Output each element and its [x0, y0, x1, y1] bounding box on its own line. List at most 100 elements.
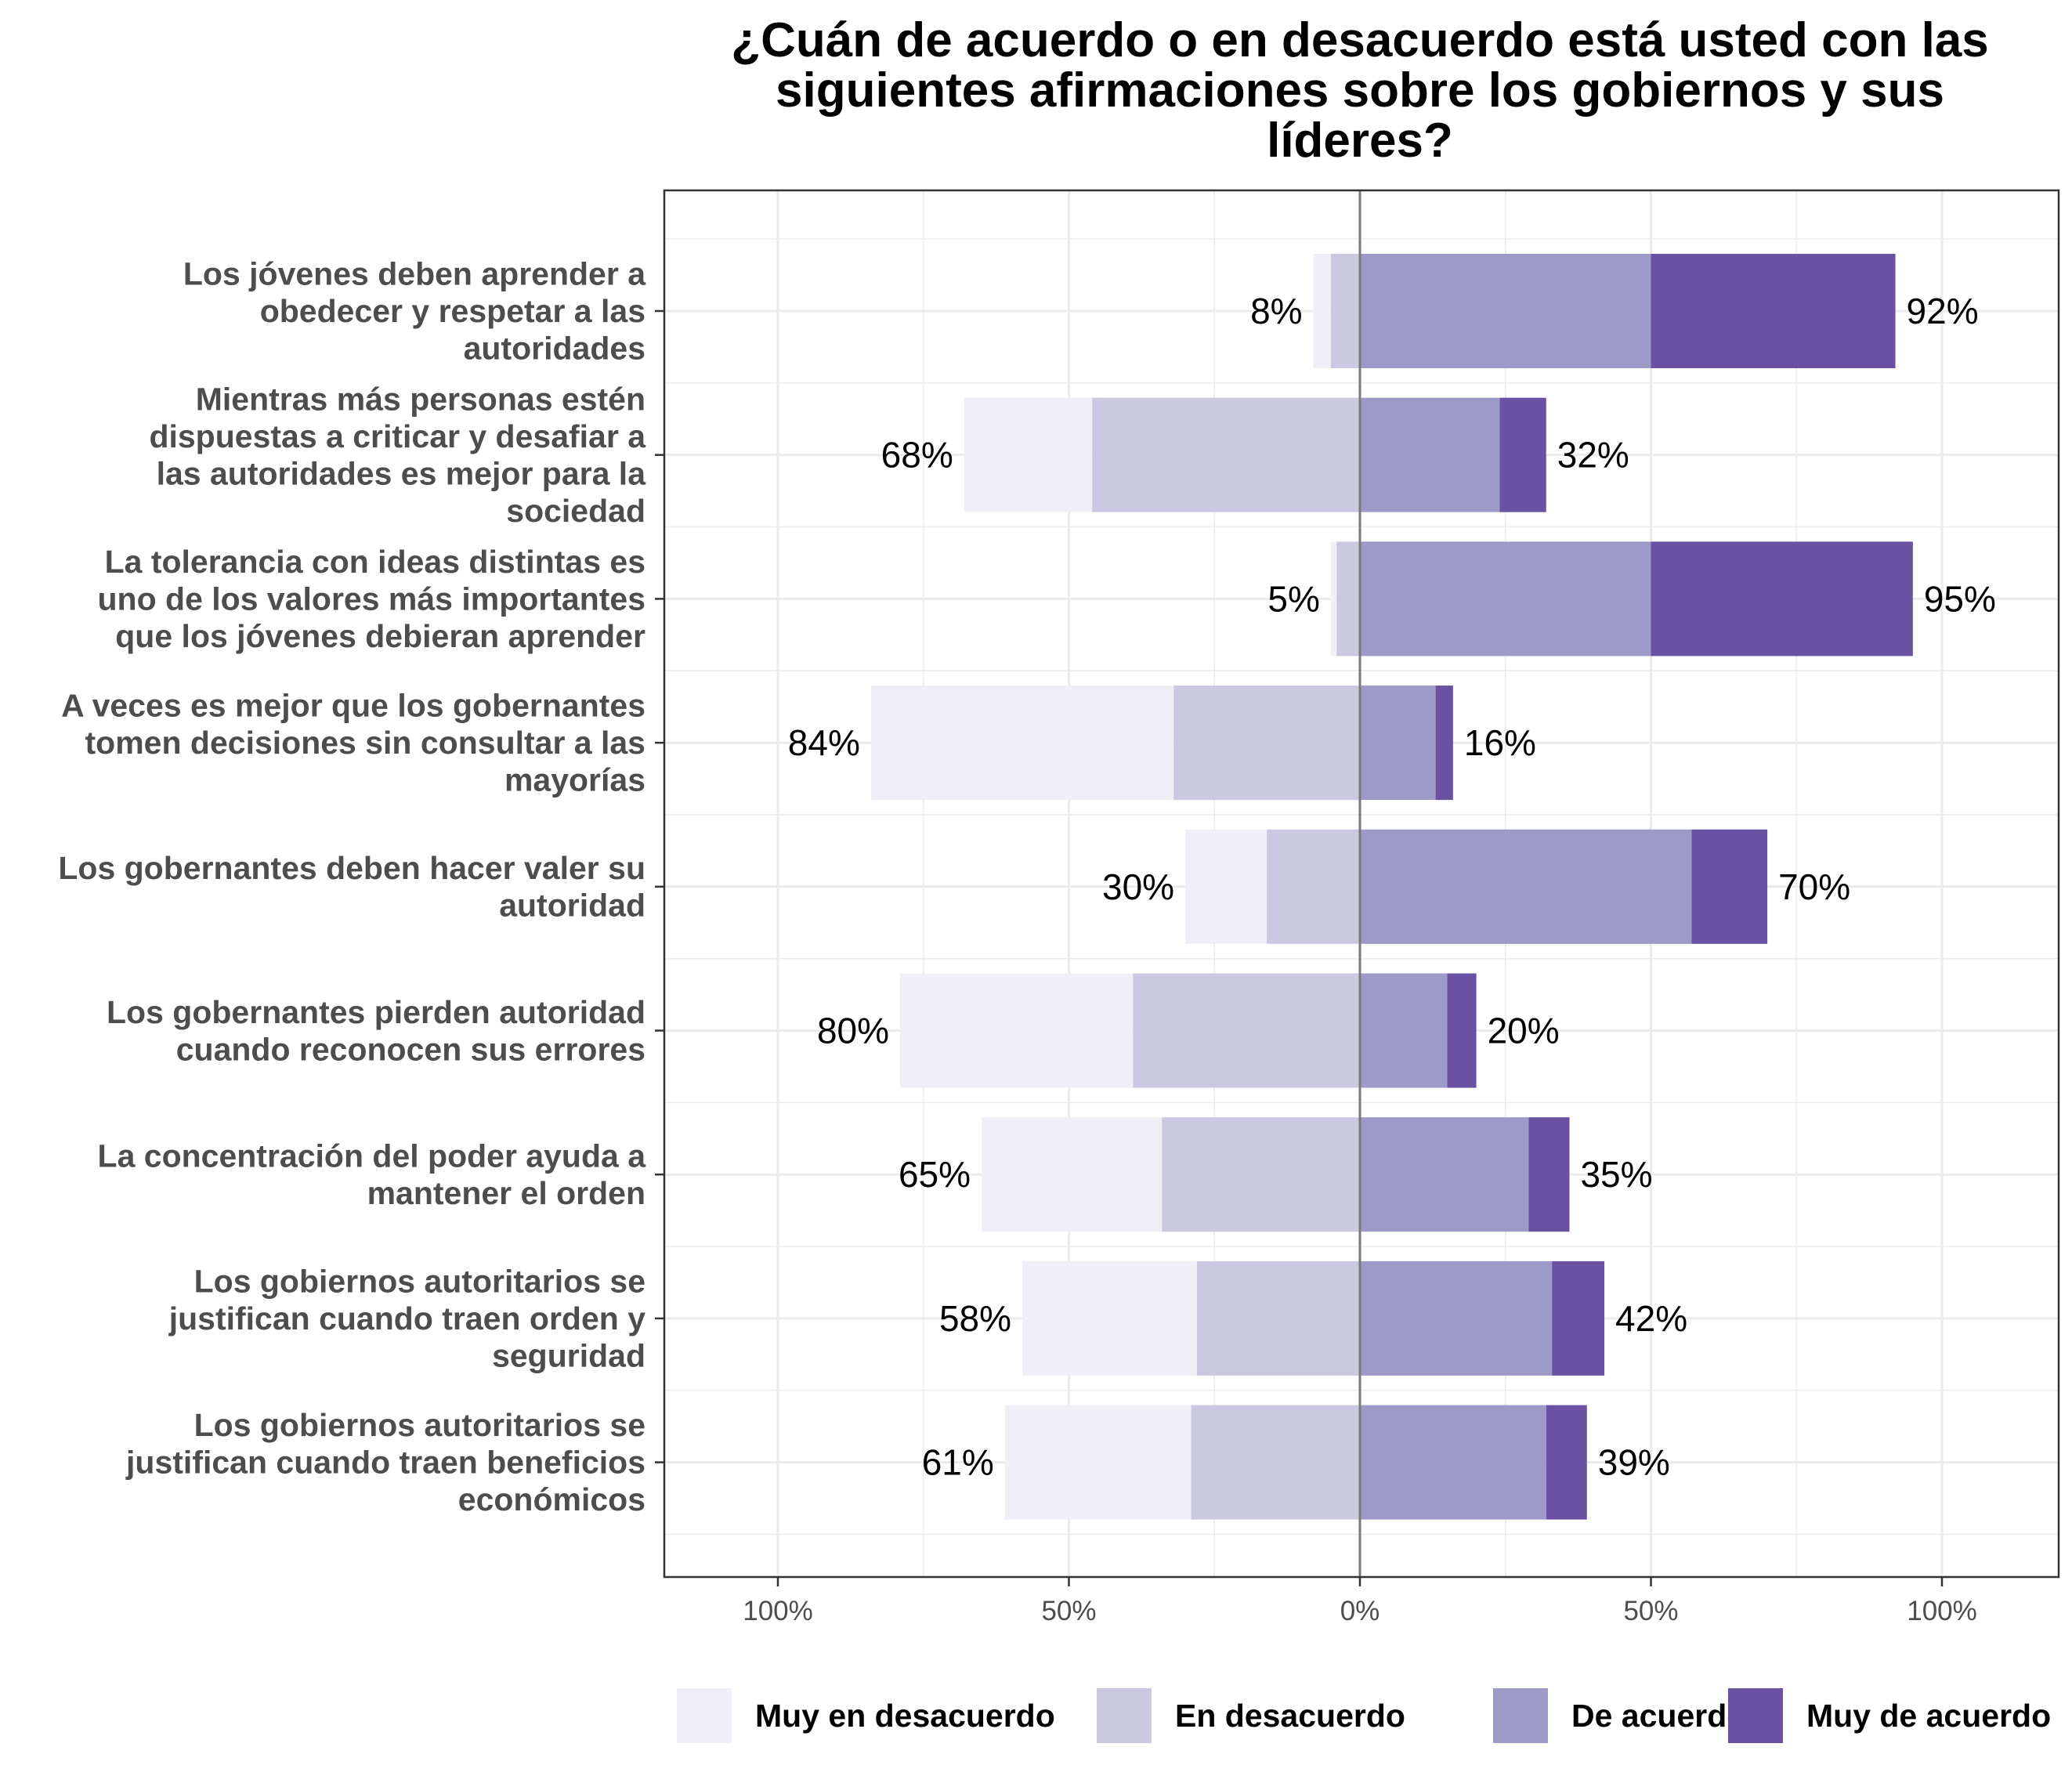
positive-total-label: 95% [1924, 578, 1996, 619]
category-label-line: sociedad [506, 493, 645, 529]
negative-total-label: 30% [1102, 866, 1174, 907]
category-label-line: justifican cuando traen orden y [168, 1300, 645, 1337]
bar-muy-en-desacuerdo [1185, 829, 1267, 944]
bar-muy-de-acuerdo [1651, 254, 1896, 368]
bar-en-desacuerdo [1196, 1261, 1360, 1376]
bar-muy-de-acuerdo [1499, 397, 1546, 512]
category-label-line: cuando reconocen sus errores [176, 1031, 645, 1067]
x-axis-ticks: 100% 50% 0% 50% 100% [743, 1577, 1977, 1626]
legend-swatch [677, 1688, 732, 1743]
category-label-line: Los gobernantes deben hacer valer su [58, 850, 645, 886]
positive-total-label: 35% [1580, 1154, 1652, 1195]
plot-border [663, 189, 2060, 1579]
negative-total-label: 61% [922, 1442, 994, 1483]
bar-muy-en-desacuerdo [1330, 541, 1337, 657]
category-label-line: uno de los valores más importantes [98, 581, 645, 617]
bar-muy-en-desacuerdo [900, 973, 1134, 1088]
bar-de-acuerdo [1360, 1261, 1553, 1376]
positive-total-label: 42% [1615, 1298, 1687, 1339]
x-tick-label: 50% [1041, 1596, 1096, 1626]
bar-de-acuerdo [1360, 254, 1651, 368]
bar-de-acuerdo [1360, 1117, 1529, 1232]
category-label-line: obedecer y respetar a las [260, 293, 645, 329]
bar-en-desacuerdo [1162, 1117, 1360, 1232]
negative-total-label: 5% [1267, 578, 1319, 619]
positive-total-label: 16% [1464, 722, 1536, 763]
x-tick-label: 100% [743, 1596, 813, 1626]
data-labels: 8% 92% 68% 32% 5% 95% 84% 16% 30% 70% 80% 20% 65% 35%… [788, 291, 1996, 1483]
category-label-line: Los jóvenes deben aprender a [183, 256, 646, 292]
category-label-line: mayorías [504, 762, 645, 798]
positive-total-label: 39% [1598, 1442, 1670, 1483]
positive-total-label: 70% [1778, 866, 1850, 907]
title-line: ¿Cuán de acuerdo o en desacuerdo está us… [731, 13, 1989, 67]
negative-total-label: 58% [939, 1298, 1011, 1339]
category-label-line: Los gobiernos autoritarios se [194, 1263, 645, 1299]
legend-label: De acuerdo [1571, 1698, 1746, 1734]
bar-en-desacuerdo [1092, 397, 1360, 512]
chart-title: ¿Cuán de acuerdo o en desacuerdo está us… [731, 13, 1989, 168]
negative-total-label: 8% [1250, 291, 1302, 331]
title-line: líderes? [1267, 114, 1453, 168]
category-label-line: Los gobernantes pierden autoridad [107, 994, 645, 1030]
x-tick-label: 100% [1907, 1596, 1977, 1626]
negative-total-label: 65% [899, 1154, 971, 1195]
bar-muy-de-acuerdo [1435, 685, 1453, 801]
bar-muy-en-desacuerdo [1022, 1261, 1197, 1376]
bar-de-acuerdo [1360, 1405, 1546, 1520]
category-label-line: La tolerancia con ideas distintas es [105, 544, 645, 580]
category-label-line: justifican cuando traen beneficios [125, 1445, 645, 1481]
bar-muy-en-desacuerdo [1004, 1405, 1191, 1520]
bar-muy-de-acuerdo [1528, 1117, 1570, 1232]
bar-muy-en-desacuerdo [870, 685, 1174, 801]
category-label-line: Los gobiernos autoritarios se [194, 1407, 645, 1443]
positive-total-label: 32% [1557, 435, 1629, 476]
x-tick-label: 0% [1340, 1596, 1380, 1626]
bar-muy-de-acuerdo [1651, 541, 1913, 657]
x-tick-label: 50% [1623, 1596, 1678, 1626]
category-label-line: seguridad [492, 1337, 645, 1373]
negative-total-label: 68% [881, 435, 953, 476]
negative-total-label: 84% [788, 722, 860, 763]
negative-total-label: 80% [817, 1011, 889, 1051]
title-line: siguientes afirmaciones sobre los gobier… [776, 63, 1944, 118]
legend-label: Muy de acuerdo [1806, 1698, 2051, 1734]
bar-muy-de-acuerdo [1546, 1405, 1587, 1520]
category-label-line: las autoridades es mejor para la [157, 455, 647, 491]
bar-en-desacuerdo [1191, 1405, 1360, 1520]
legend-label: En desacuerdo [1175, 1698, 1405, 1734]
category-label-line: Mientras más personas estén [196, 381, 645, 417]
category-label-line: La concentración del poder ayuda a [98, 1138, 647, 1174]
bar-en-desacuerdo [1173, 685, 1360, 801]
category-label-line: A veces es mejor que los gobernantes [61, 688, 645, 724]
bar-de-acuerdo [1360, 685, 1436, 801]
bars [870, 254, 1913, 1520]
category-label-line: mantener el orden [367, 1175, 645, 1211]
bar-de-acuerdo [1360, 397, 1500, 512]
bar-de-acuerdo [1360, 541, 1651, 657]
category-label-line: económicos [458, 1481, 645, 1517]
bar-muy-en-desacuerdo [1313, 254, 1331, 368]
category-label-line: dispuestas a criticar y desafiar a [149, 418, 646, 454]
legend-swatch [1097, 1688, 1152, 1743]
category-label-line: autoridad [499, 888, 645, 924]
legend-swatch [1728, 1688, 1783, 1743]
bar-de-acuerdo [1360, 973, 1448, 1088]
bar-muy-de-acuerdo [1552, 1261, 1605, 1376]
category-label-line: que los jóvenes debieran aprender [115, 618, 645, 654]
bar-muy-en-desacuerdo [964, 397, 1093, 512]
bar-en-desacuerdo [1336, 541, 1360, 657]
category-label-line: tomen decisiones sin consultar a las [85, 725, 645, 761]
bar-muy-de-acuerdo [1691, 829, 1768, 944]
legend-swatch [1493, 1688, 1548, 1743]
positive-total-label: 20% [1488, 1011, 1560, 1051]
category-label-line: autoridades [464, 331, 645, 367]
bar-en-desacuerdo [1267, 829, 1360, 944]
legend-label: Muy en desacuerdo [755, 1698, 1055, 1734]
bar-en-desacuerdo [1133, 973, 1360, 1088]
bar-muy-de-acuerdo [1447, 973, 1477, 1088]
bar-de-acuerdo [1360, 829, 1692, 944]
bar-muy-en-desacuerdo [982, 1117, 1163, 1232]
